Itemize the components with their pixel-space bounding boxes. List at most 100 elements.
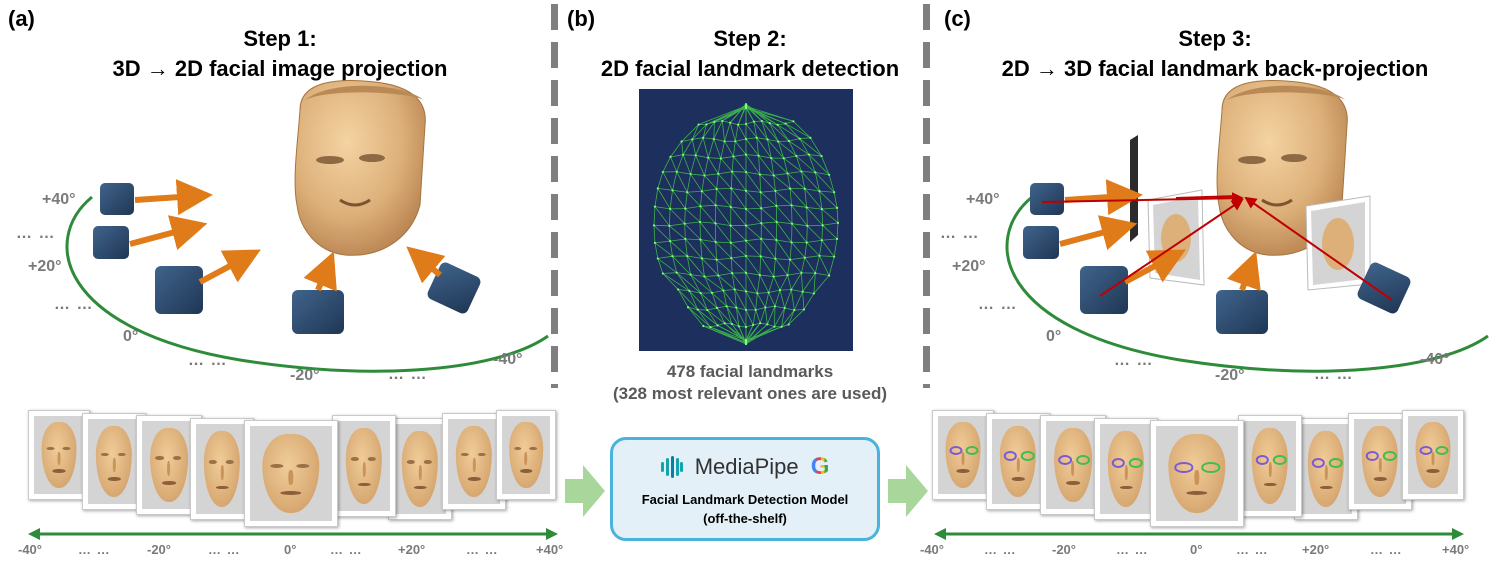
mesh-edge [784, 289, 792, 309]
mesh-edge [689, 290, 708, 311]
dots-c-2: … … [978, 296, 1018, 313]
strip-axis-c [934, 528, 1464, 540]
mesh-edge [653, 206, 656, 226]
mesh-edge [734, 289, 747, 311]
mesh-edge [669, 225, 686, 240]
mesh-edge [731, 272, 747, 292]
mesh-point [788, 187, 792, 190]
mesh-edge [813, 275, 830, 294]
mesh-edge [806, 207, 808, 226]
mesh-edge [770, 157, 788, 174]
mesh-point [669, 240, 672, 243]
mesh-edge [676, 272, 701, 294]
strip-a-label-8: +40° [536, 542, 564, 557]
strip-a-label-7: … … [466, 542, 499, 557]
mesh-point [787, 323, 790, 326]
strip-c-label-5: … … [1236, 542, 1269, 557]
mesh-point [775, 204, 778, 207]
mesh-edge [777, 124, 790, 142]
mesh-edge [791, 242, 806, 258]
mesh-point [700, 190, 704, 193]
mesh-edge [794, 309, 804, 311]
dots-c-3: … … [1114, 352, 1154, 369]
mesh-point [790, 288, 793, 291]
mesh-edge [686, 191, 701, 207]
camera-plus40 [100, 179, 213, 216]
mesh-edge [756, 293, 766, 308]
mesh-point [668, 224, 671, 227]
mesh-edge [716, 307, 733, 325]
mesh-edge [745, 106, 755, 122]
strip-a-label-4: 0° [284, 542, 297, 557]
mesh-point [818, 190, 821, 193]
mesh-edge [676, 171, 688, 193]
mesh-edge [776, 204, 792, 207]
mesh-edge [745, 240, 761, 257]
mesh-edge [723, 290, 737, 308]
mesh-edge [793, 121, 811, 139]
mesh-edge [718, 171, 733, 175]
mesh-edge [713, 138, 722, 159]
mesh-edge [672, 190, 686, 209]
mesh-edge [790, 257, 805, 261]
angle-arc-c [1005, 195, 1489, 373]
camera-plus30 [93, 215, 208, 259]
mesh-point [744, 137, 748, 141]
mesh-edge [715, 242, 718, 260]
mesh-edge [690, 173, 705, 176]
mesh-point [759, 322, 762, 325]
mesh-edge [801, 171, 816, 173]
mesh-edge [716, 173, 719, 189]
mesh-point [716, 324, 719, 327]
mesh-edge [756, 275, 761, 294]
mesh-edge [764, 307, 768, 325]
mesh-edge [745, 171, 762, 193]
mesh-edge [726, 306, 733, 325]
mesh-edge [813, 273, 816, 294]
mesh-point [699, 205, 702, 208]
mesh-edge [768, 276, 775, 293]
mesh-edge [745, 309, 754, 326]
mesh-edge [730, 122, 739, 126]
mesh-edge [682, 154, 691, 175]
mesh-edge [804, 188, 823, 210]
mesh-edge [687, 190, 702, 193]
dots-a-3: … … [188, 352, 228, 369]
mesh-point [758, 173, 761, 176]
mesh-edge [756, 137, 759, 156]
landmark-image-thumb [932, 410, 994, 500]
mesh-edge [745, 107, 786, 125]
mesh-edge [767, 139, 785, 159]
mesh-edge [717, 322, 725, 326]
mesh-edge [704, 275, 719, 277]
mesh-point [778, 289, 782, 292]
mesh-edge [836, 207, 839, 223]
mesh-edge [806, 239, 822, 243]
mesh-edge [716, 188, 732, 208]
mesh-edge [801, 171, 820, 192]
mesh-edge [774, 306, 776, 327]
mesh-edge [745, 190, 762, 209]
mesh-edge [745, 255, 761, 276]
mesh-point [800, 271, 803, 274]
mesh-edge [716, 307, 726, 324]
mesh-point [806, 224, 809, 227]
mesh-point [656, 187, 659, 190]
mesh-point [775, 220, 778, 224]
mesh-point [820, 208, 823, 211]
mesh-point [798, 137, 801, 140]
angle-a-plus20: +20° [28, 258, 62, 275]
mesh-edge [755, 309, 761, 324]
mesh-edge [657, 171, 664, 189]
mesh-point [833, 255, 836, 258]
mesh-edge [716, 305, 727, 309]
strip-c-label-2: -20° [1052, 542, 1076, 557]
projected-image-strip [0, 400, 560, 527]
mesh-edge [773, 276, 781, 291]
mesh-edge [722, 120, 731, 124]
mesh-point [764, 306, 767, 309]
mesh-edge [734, 289, 747, 292]
mediapipe-model-line1: Facial Landmark Detection Model [641, 492, 849, 507]
mesh-edge [717, 158, 722, 174]
strip-a-label-6: +20° [398, 542, 426, 557]
